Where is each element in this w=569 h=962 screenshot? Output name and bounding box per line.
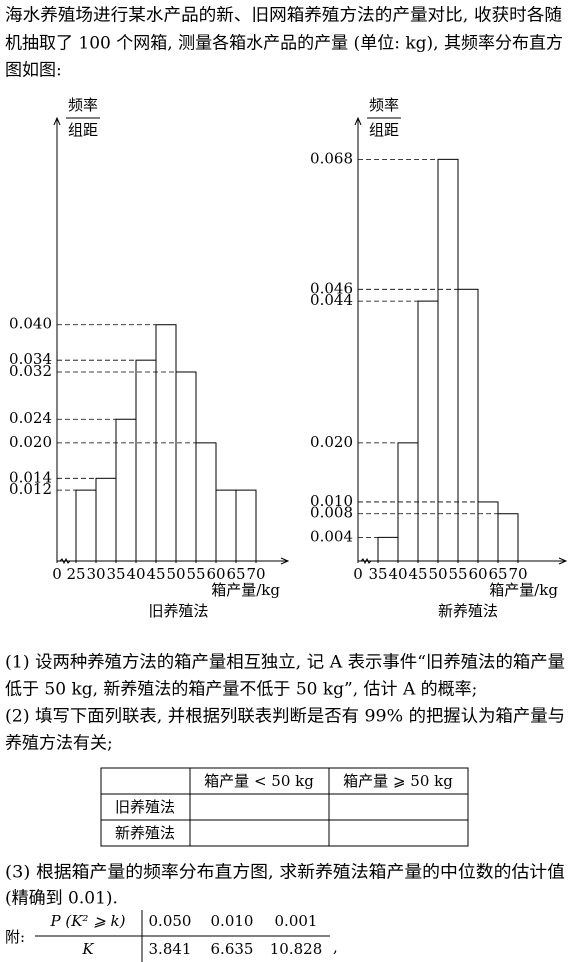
bar: [457, 288, 479, 562]
bar: [195, 442, 217, 562]
axis-break: [59, 557, 71, 565]
caption: 旧养殖法: [148, 602, 208, 620]
y-tick-label: 0.020: [9, 433, 52, 451]
y-tick-label: 0.020: [310, 433, 353, 451]
question-line: 低于 50 kg, 新养殖法的箱产量不低于 50 kg”, 估计 A 的概率;: [5, 680, 477, 700]
x-label: 箱产量/kg: [489, 581, 558, 599]
bar: [497, 513, 519, 562]
x-tick-label: 35: [106, 565, 125, 583]
x-tick-label: 40: [126, 565, 145, 583]
x-tick-label: 70: [246, 565, 265, 583]
y-tick-label: 0.004: [310, 527, 353, 545]
y-axis-arrow: [354, 116, 362, 126]
bar: [75, 489, 97, 562]
appendix-label: 附:: [5, 928, 25, 946]
y-tick-label: 0.044: [310, 291, 353, 309]
intro-line: 海水养殖场进行某水产品的新、旧网箱养殖方法的产量对比, 收获时各随: [5, 6, 562, 26]
bar: [215, 489, 237, 562]
cell: 3.841: [149, 940, 192, 958]
question-line: (2) 填写下面列联表, 并根据列联表判断是否有 99% 的把握认为箱产量与: [5, 707, 565, 727]
bar: [95, 477, 117, 562]
y-label: 组距: [68, 121, 98, 139]
x-tick-label: 60: [468, 565, 487, 583]
y-tick-label: 0.040: [9, 315, 52, 333]
y-tick-label: 0.014: [9, 468, 52, 486]
cell: 0.010: [211, 912, 254, 930]
y-tick-label: 0.012: [9, 480, 52, 498]
intro-line: 机抽取了 100 个网箱, 测量各箱水产品的产量 (单位: kg), 其频率分布…: [5, 34, 563, 54]
bar: [135, 359, 157, 562]
question-line: 养殖方法有关;: [5, 734, 113, 754]
question-line: (1) 设两种养殖方法的箱产量相互独立, 记 A 表示事件“旧养殖法的箱产量: [5, 653, 565, 673]
y-tick-label: 0.046: [310, 279, 353, 297]
table-header: 箱产量 < 50 kg: [204, 772, 314, 790]
bar: [437, 158, 459, 562]
x-tick-label: 0: [353, 565, 363, 583]
x-tick-label: 45: [146, 565, 165, 583]
x-tick-label: 30: [86, 565, 105, 583]
x-tick-label: 40: [388, 565, 407, 583]
x-tick-label: 50: [166, 565, 185, 583]
x-tick-label: 0: [52, 565, 62, 583]
y-label: 频率: [68, 96, 98, 114]
row-name: K: [81, 940, 94, 958]
table-header: 箱产量 ⩾ 50 kg: [343, 772, 453, 790]
cell: 0.001: [275, 912, 318, 930]
intro-line: 图如图:: [5, 61, 62, 81]
x-tick-label: 55: [186, 565, 205, 583]
bar: [477, 501, 499, 562]
y-tick-label: 0.008: [310, 504, 353, 522]
y-tick-label: 0.034: [9, 350, 52, 368]
critical-value-table: 附: P (K² ⩾ k) K 0.050 0.010 0.001 3.841 …: [5, 910, 338, 962]
y-label: 组距: [369, 121, 399, 139]
y-tick-label: 0.010: [310, 492, 353, 510]
bar: [115, 418, 137, 562]
question-line: (3) 根据箱产量的频率分布直方图, 求新养殖法箱产量的中位数的估计值: [5, 863, 565, 883]
x-tick-label: 65: [488, 565, 507, 583]
cell: 10.828: [270, 940, 323, 958]
x-axis-arrow: [558, 557, 568, 565]
x-tick-label: 70: [508, 565, 527, 583]
y-tick-label: 0.032: [9, 362, 52, 380]
x-tick-label: 55: [448, 565, 467, 583]
contingency-table: 箱产量 < 50 kg 箱产量 ⩾ 50 kg 旧养殖法 新养殖法: [100, 767, 469, 847]
x-tick-label: 50: [428, 565, 447, 583]
punctuation: ,: [333, 938, 338, 956]
x-tick-label: 25: [66, 565, 85, 583]
x-label: 箱产量/kg: [211, 581, 280, 599]
bar: [235, 489, 257, 562]
caption: 新养殖法: [438, 602, 498, 620]
bar: [417, 300, 439, 562]
axis-break: [360, 557, 372, 565]
table-row-label: 新养殖法: [115, 824, 175, 842]
y-label: 频率: [369, 96, 399, 114]
cell: 0.050: [149, 912, 192, 930]
question-line: (精确到 0.01).: [5, 889, 118, 909]
y-tick-label: 0.024: [9, 409, 52, 427]
bar: [175, 371, 197, 562]
y-axis-arrow: [53, 116, 61, 126]
row-name: P (K² ⩾ k): [50, 912, 126, 930]
y-tick-label: 0.068: [310, 149, 353, 167]
x-tick-label: 65: [226, 565, 245, 583]
bar: [377, 536, 399, 562]
x-tick-label: 45: [408, 565, 427, 583]
table-row-label: 旧养殖法: [115, 798, 175, 816]
x-axis-arrow: [280, 557, 290, 565]
x-tick-label: 60: [206, 565, 225, 583]
table-border: [100, 767, 469, 847]
cell: 6.635: [211, 940, 254, 958]
x-tick-label: 35: [368, 565, 387, 583]
